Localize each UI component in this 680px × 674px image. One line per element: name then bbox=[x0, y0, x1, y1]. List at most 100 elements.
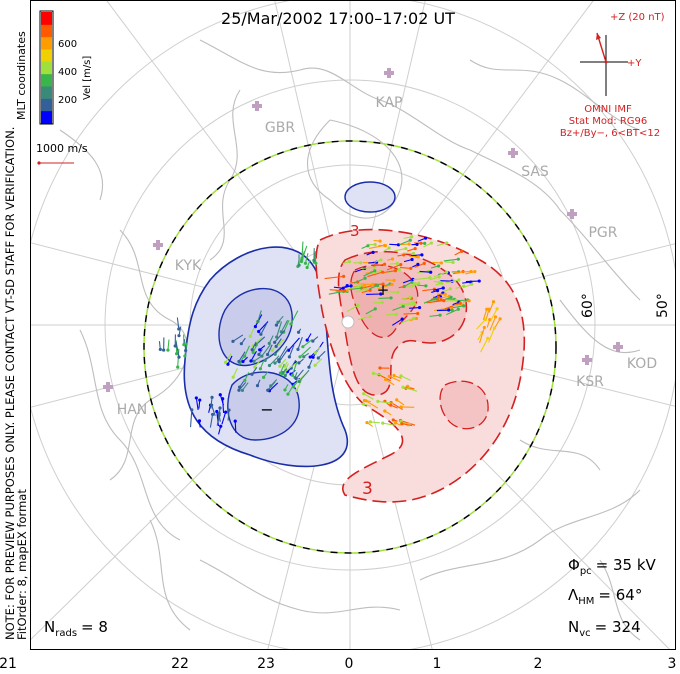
vector-origin bbox=[267, 363, 272, 368]
vector-origin bbox=[263, 358, 267, 363]
vector-origin bbox=[387, 374, 391, 378]
vector-origin bbox=[399, 405, 403, 409]
vector-origin bbox=[467, 299, 471, 303]
svg-text:Nvc= 324: Nvc = 324 bbox=[568, 618, 641, 639]
velocity-vector bbox=[479, 327, 485, 344]
colorbar-band bbox=[41, 110, 52, 124]
vector-origin bbox=[281, 370, 285, 375]
vector-origin bbox=[305, 265, 309, 270]
vector-origin bbox=[437, 264, 441, 268]
vector-origin bbox=[392, 373, 396, 378]
velocity-vector bbox=[279, 363, 285, 374]
vector-origin bbox=[381, 421, 385, 425]
velocity-vector bbox=[436, 309, 449, 312]
vector-origin bbox=[177, 327, 181, 331]
velocity-vector bbox=[409, 307, 420, 309]
vector-origin bbox=[389, 296, 393, 300]
vector-origin bbox=[308, 355, 312, 359]
velocity-vector bbox=[329, 289, 345, 292]
scale-vector-label: 1000 m/s bbox=[36, 142, 88, 155]
vector-origin bbox=[298, 355, 302, 359]
velocity-vector bbox=[280, 320, 289, 333]
vector-origin bbox=[273, 340, 277, 344]
velocity-vector bbox=[249, 321, 258, 337]
velocity-vector bbox=[288, 337, 300, 351]
vector-origin bbox=[422, 261, 426, 265]
velocity-vector bbox=[354, 267, 365, 273]
velocity-vector bbox=[221, 411, 227, 425]
velocity-vector bbox=[234, 421, 237, 433]
vector-origin bbox=[428, 276, 432, 280]
vector-origin bbox=[462, 304, 466, 308]
vector-origin bbox=[457, 278, 461, 282]
vector-origin bbox=[277, 358, 281, 362]
vector-origin bbox=[302, 355, 306, 359]
vector-origin bbox=[278, 371, 283, 375]
contour-label-bottom: 3 bbox=[362, 479, 373, 499]
vector-origin bbox=[462, 284, 466, 288]
vector-origin bbox=[259, 332, 263, 336]
station-kod: KOD bbox=[613, 342, 657, 372]
vector-origin bbox=[492, 326, 496, 330]
velocity-vector bbox=[444, 302, 461, 310]
velocity-vector bbox=[422, 288, 435, 292]
imf-y-label: +Y bbox=[627, 58, 642, 69]
vector-origin bbox=[314, 261, 318, 265]
velocity-vector bbox=[274, 329, 286, 343]
velocity-vector bbox=[360, 283, 373, 286]
velocity-vector bbox=[383, 291, 398, 293]
velocity-vector bbox=[419, 270, 431, 273]
vector-origin bbox=[383, 409, 387, 413]
vector-origin bbox=[296, 330, 301, 334]
vector-origin bbox=[224, 410, 228, 414]
vector-origin bbox=[275, 335, 279, 339]
vector-origin bbox=[276, 320, 280, 324]
vector-origin bbox=[273, 361, 277, 365]
vector-origin bbox=[376, 399, 380, 403]
vector-origin bbox=[184, 348, 188, 353]
vector-origin bbox=[448, 287, 452, 291]
velocity-vector bbox=[295, 369, 304, 379]
vector-origin bbox=[447, 308, 451, 312]
vector-origin bbox=[364, 287, 368, 291]
colorbar-tick-200: 200 bbox=[58, 95, 77, 106]
vector-origin bbox=[379, 292, 383, 296]
vector-origin bbox=[410, 280, 414, 284]
vector-origin bbox=[368, 420, 372, 424]
coordinate-system-label: MLT coordinates bbox=[15, 31, 28, 120]
vector-origin bbox=[296, 347, 300, 351]
vector-origin bbox=[357, 284, 362, 288]
velocity-vector bbox=[440, 280, 452, 282]
vector-origin bbox=[423, 241, 427, 245]
vector-origin bbox=[482, 325, 486, 330]
velocity-vector bbox=[227, 409, 230, 421]
velocity-vector bbox=[260, 322, 268, 335]
vector-origin bbox=[362, 398, 367, 403]
vector-origin bbox=[417, 305, 422, 310]
velocity-vector bbox=[365, 400, 379, 409]
velocity-vector bbox=[232, 334, 244, 342]
vector-origin bbox=[274, 323, 279, 327]
vector-origin bbox=[215, 409, 219, 414]
vector-origin bbox=[273, 352, 277, 356]
vector-origin bbox=[429, 270, 433, 274]
vector-origin bbox=[423, 236, 428, 240]
vector-origin bbox=[252, 359, 256, 363]
vector-origin bbox=[362, 284, 366, 288]
vector-origin bbox=[257, 352, 261, 357]
velocity-vector bbox=[402, 301, 414, 306]
vector-origin bbox=[383, 262, 387, 266]
velocity-vector bbox=[278, 348, 289, 363]
fit-order-note: FitOrder: 8, mapEX format bbox=[15, 489, 29, 640]
vector-origin bbox=[432, 297, 436, 301]
max-potential-marker: + bbox=[377, 281, 390, 299]
vector-origin bbox=[417, 281, 421, 285]
velocity-vector bbox=[389, 375, 401, 382]
velocity-vector bbox=[348, 287, 362, 291]
velocity-vector bbox=[324, 275, 344, 280]
vector-origin bbox=[380, 300, 384, 305]
vector-origin bbox=[391, 418, 395, 422]
colorbar-label: Vel [m/s] bbox=[82, 56, 93, 100]
velocity-vector bbox=[284, 362, 296, 373]
vector-origin bbox=[258, 367, 263, 371]
